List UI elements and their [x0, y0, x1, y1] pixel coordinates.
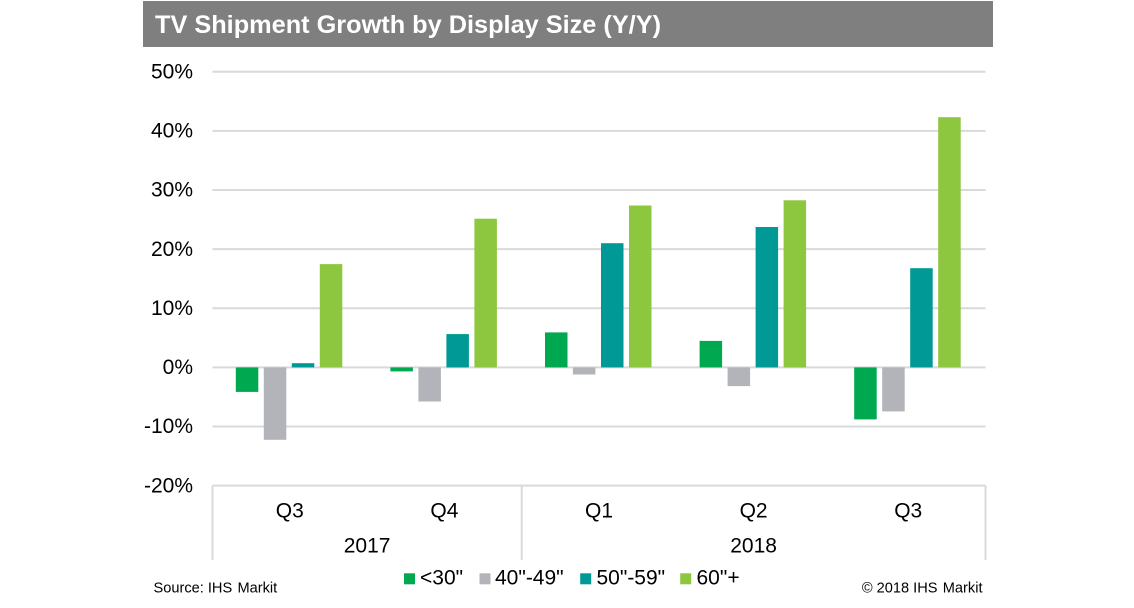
svg-text:Q2: Q2	[740, 500, 768, 523]
svg-text:30%: 30%	[151, 179, 193, 202]
svg-text:2017: 2017	[344, 535, 391, 558]
svg-text:60"+: 60"+	[697, 567, 740, 590]
svg-text:Q3: Q3	[276, 500, 304, 523]
svg-text:50"-59": 50"-59"	[597, 567, 666, 590]
svg-text:Source: IHS Markit: Source: IHS Markit	[154, 581, 278, 597]
svg-text:-20%: -20%	[144, 474, 193, 497]
svg-text:2018: 2018	[730, 535, 777, 558]
svg-text:0%: 0%	[163, 356, 193, 379]
svg-text:40%: 40%	[151, 120, 193, 143]
svg-text:20%: 20%	[151, 238, 193, 261]
svg-text:Q1: Q1	[585, 500, 613, 523]
svg-text:Q3: Q3	[894, 500, 922, 523]
svg-text:Q4: Q4	[430, 500, 458, 523]
svg-text:<30": <30"	[420, 567, 463, 590]
svg-text:TV Shipment Growth by Display: TV Shipment Growth by Display Size (Y/Y)	[155, 11, 661, 39]
svg-text:© 2018 IHS Markit: © 2018 IHS Markit	[862, 581, 983, 597]
svg-text:10%: 10%	[151, 297, 193, 320]
svg-text:40"-49": 40"-49"	[495, 567, 564, 590]
svg-text:-10%: -10%	[144, 415, 193, 438]
svg-text:50%: 50%	[151, 61, 193, 84]
